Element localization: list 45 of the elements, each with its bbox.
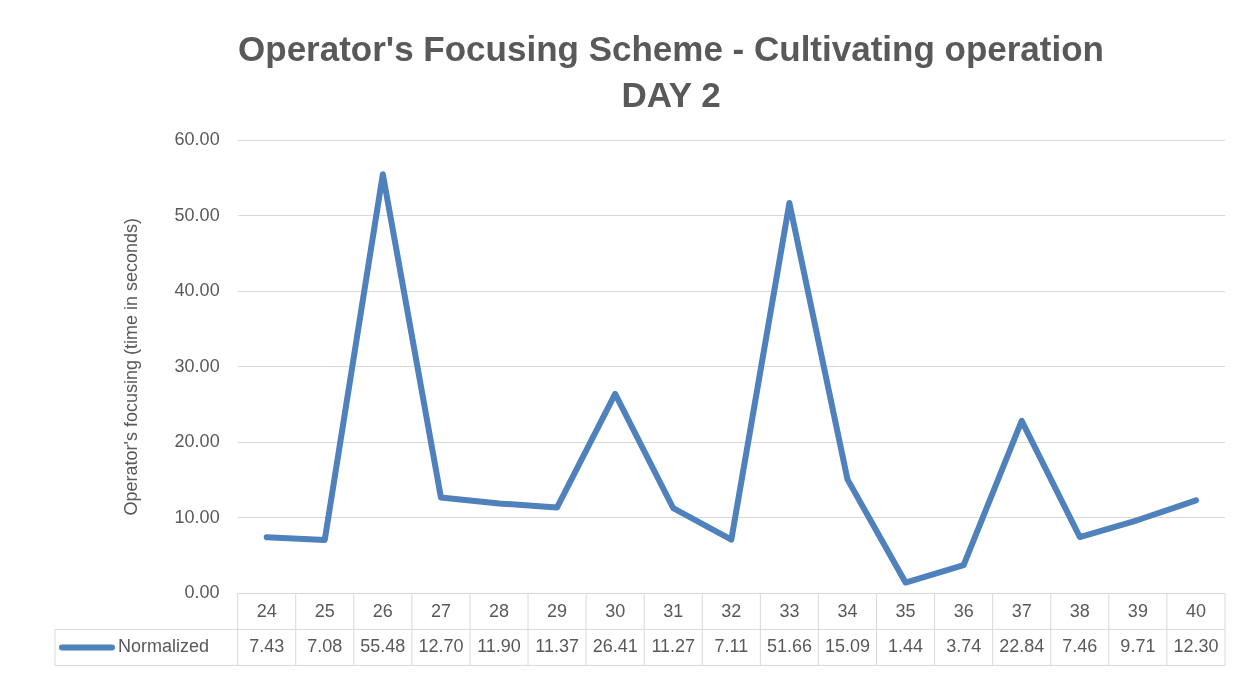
- data-label: 7.43: [249, 636, 285, 657]
- y-tick-label: 30.00: [174, 355, 220, 376]
- y-tick-label: 10.00: [174, 506, 220, 527]
- chart-title: Operator's Focusing Scheme - Cultivating operation: [238, 28, 1104, 68]
- data-label: 26.41: [592, 636, 638, 657]
- x-tick-label: 35: [895, 601, 916, 622]
- x-tick-label: 37: [1011, 601, 1032, 622]
- x-tick-label: 32: [721, 601, 742, 622]
- y-tick-label: 40.00: [174, 280, 220, 301]
- data-label: 11.37: [535, 636, 579, 657]
- data-label: 7.11: [714, 636, 749, 657]
- y-tick-label: 20.00: [174, 431, 220, 452]
- x-tick-label: 27: [430, 601, 451, 622]
- y-tick-label: 0.00: [184, 582, 220, 603]
- x-tick-label: 39: [1127, 601, 1148, 622]
- chart-subtitle: DAY 2: [621, 74, 721, 114]
- data-label: 9.71: [1120, 636, 1156, 657]
- x-tick-label: 40: [1185, 601, 1206, 622]
- x-tick-label: 26: [372, 601, 393, 622]
- x-tick-label: 38: [1069, 601, 1090, 622]
- data-label: 11.27: [651, 636, 696, 657]
- data-label: 3.74: [946, 636, 982, 657]
- data-label: 22.84: [999, 636, 1045, 657]
- x-tick-label: 33: [779, 601, 800, 622]
- data-label: 15.09: [824, 636, 870, 657]
- x-tick-label: 24: [256, 601, 277, 622]
- data-label: 7.46: [1062, 636, 1098, 657]
- data-label: 11.90: [477, 636, 521, 657]
- data-label: 12.70: [418, 636, 464, 657]
- data-label: 51.66: [766, 636, 812, 657]
- x-tick-label: 29: [547, 601, 568, 622]
- y-tick-label: 50.00: [174, 204, 220, 225]
- x-tick-label: 30: [605, 601, 626, 622]
- data-label: 1.44: [888, 636, 924, 657]
- x-tick-label: 25: [314, 601, 335, 622]
- x-tick-label: 31: [663, 601, 684, 622]
- legend-label: Normalized: [118, 636, 210, 657]
- x-tick-label: 36: [953, 601, 974, 622]
- y-axis-title: Operator's focusing (time in seconds): [120, 217, 141, 516]
- x-tick-label: 34: [837, 601, 858, 622]
- y-tick-label: 60.00: [174, 128, 220, 149]
- data-label: 7.08: [307, 636, 343, 657]
- data-label: 55.48: [360, 636, 406, 657]
- data-label: 12.30: [1173, 636, 1219, 657]
- x-tick-label: 28: [488, 601, 510, 622]
